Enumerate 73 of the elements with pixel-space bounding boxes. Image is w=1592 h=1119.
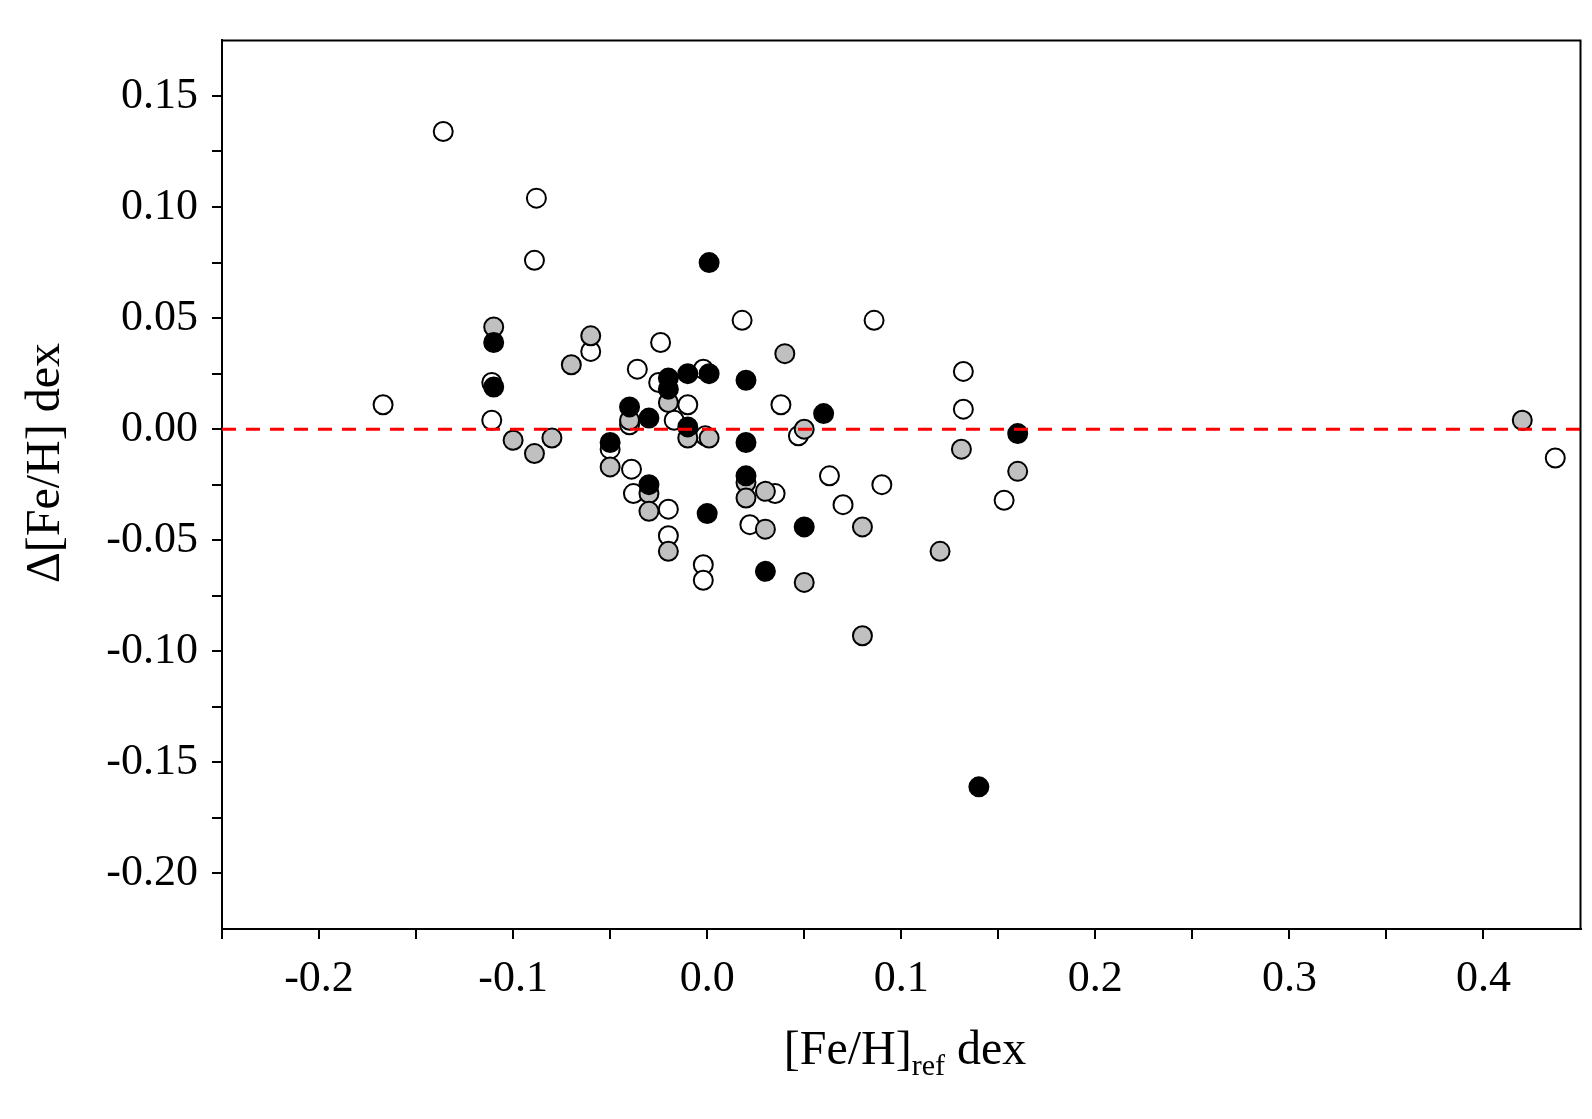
point — [929, 540, 951, 562]
point — [1007, 460, 1029, 482]
point — [871, 474, 893, 496]
point — [832, 494, 854, 516]
point — [698, 252, 720, 274]
point — [754, 480, 776, 502]
x-tick-label: 0.4 — [1455, 951, 1511, 1001]
y-tick-label: 0.05 — [121, 290, 198, 340]
point — [677, 394, 699, 416]
point — [638, 474, 660, 496]
x-tick-label: 0.3 — [1261, 951, 1317, 1001]
point — [774, 343, 796, 365]
y-axis-title: Δ[Fe/H] dex — [14, 342, 70, 584]
y-tick-label: 0.10 — [121, 179, 198, 229]
point — [968, 776, 990, 798]
point — [620, 458, 642, 480]
point — [950, 438, 972, 460]
point — [818, 465, 840, 487]
x-tick-label: -0.2 — [284, 951, 354, 1001]
point — [993, 489, 1015, 511]
point — [692, 569, 714, 591]
point — [851, 516, 873, 538]
point — [432, 120, 454, 142]
x-tick-label: 0.0 — [679, 951, 735, 1001]
point — [793, 516, 815, 538]
point — [952, 398, 974, 420]
point — [372, 394, 394, 416]
point — [735, 487, 757, 509]
point — [638, 407, 660, 429]
point — [698, 363, 720, 385]
y-tick-label: 0.00 — [121, 401, 198, 451]
point — [560, 354, 582, 376]
x-tick-label: -0.1 — [478, 951, 548, 1001]
y-tick-label: -0.05 — [106, 512, 198, 562]
point — [657, 498, 679, 520]
y-tick-label: -0.10 — [106, 623, 198, 673]
point — [1544, 447, 1566, 469]
point — [481, 409, 503, 431]
point — [502, 429, 524, 451]
point — [735, 369, 757, 391]
point — [638, 500, 660, 522]
point — [754, 560, 776, 582]
y-tick-label: -0.15 — [106, 734, 198, 784]
point — [731, 309, 753, 331]
point — [626, 358, 648, 380]
point — [696, 503, 718, 525]
x-axis-title: [Fe/H]$_{ref}$ dex — [782, 1020, 1028, 1082]
point — [793, 571, 815, 593]
point — [523, 443, 545, 465]
y-tick-label: 0.15 — [121, 68, 198, 118]
point — [580, 325, 602, 347]
x-tick-label: 0.2 — [1067, 951, 1123, 1001]
point — [657, 540, 679, 562]
point — [619, 396, 641, 418]
y-tick-label: -0.20 — [106, 846, 198, 896]
point — [754, 518, 776, 540]
point — [735, 431, 757, 453]
point — [599, 431, 621, 453]
point — [525, 187, 547, 209]
point — [813, 403, 835, 425]
point — [770, 394, 792, 416]
point — [599, 456, 621, 478]
x-tick-label: 0.1 — [873, 951, 929, 1001]
point — [735, 465, 757, 487]
point — [677, 363, 699, 385]
point — [851, 625, 873, 647]
point — [650, 332, 672, 354]
point — [952, 360, 974, 382]
point — [523, 249, 545, 271]
point — [1511, 409, 1533, 431]
point — [541, 427, 563, 449]
point — [483, 332, 505, 354]
point — [863, 309, 885, 331]
